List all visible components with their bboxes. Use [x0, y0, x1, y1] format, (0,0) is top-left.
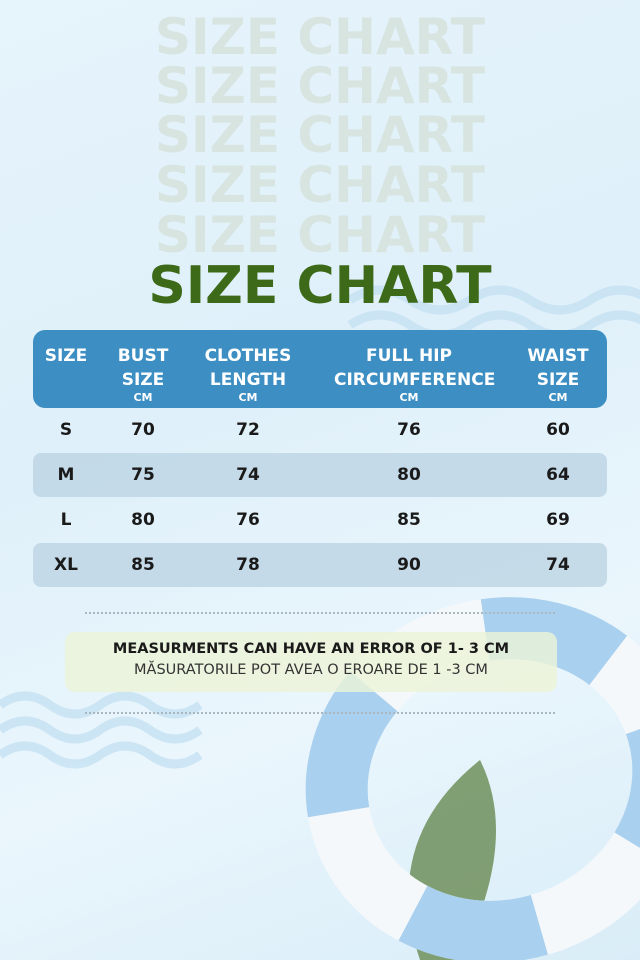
- header-bust: BUST SIZE CM: [117, 346, 169, 404]
- table-cell: 76: [397, 420, 421, 440]
- table-cell: XL: [54, 555, 78, 575]
- table-cell: 60: [546, 420, 570, 440]
- table-cell: 75: [131, 465, 155, 485]
- table-cell: 69: [546, 510, 570, 530]
- divider: [85, 612, 555, 614]
- table-cell: 76: [236, 510, 260, 530]
- table-row: M 75 74 80 64: [33, 453, 607, 497]
- table-row: L 80 76 85 69: [33, 498, 607, 542]
- table-cell: 80: [397, 465, 421, 485]
- table-row: XL 85 78 90 74: [33, 543, 607, 587]
- table-cell: 80: [131, 510, 155, 530]
- table-cell: 78: [236, 555, 260, 575]
- table-cell: S: [59, 420, 73, 440]
- table-cell: 70: [131, 420, 155, 440]
- table-row: S 70 72 76 60: [33, 408, 607, 452]
- table-header: SIZE BUST SIZE CM CLOTHES LENGTH CM FULL H…: [33, 330, 607, 408]
- table-cell: 72: [236, 420, 260, 440]
- ghost-title: SIZE CHART: [154, 206, 486, 264]
- header-waist: WAIST SIZE CM: [527, 346, 589, 404]
- table-cell: 90: [397, 555, 421, 575]
- size-table: SIZE BUST SIZE CM CLOTHES LENGTH CM FULL H…: [33, 330, 607, 587]
- note-english: MEASURMENTS CAN HAVE AN ERROR OF 1- 3 CM: [112, 641, 510, 657]
- header-length: CLOTHES LENGTH CM: [204, 346, 292, 404]
- table-cell: 74: [546, 555, 570, 575]
- ghost-title: SIZE CHART: [154, 156, 486, 214]
- page-title: SIZE CHART: [148, 256, 492, 316]
- measurement-note: MEASURMENTS CAN HAVE AN ERROR OF 1- 3 CM…: [65, 632, 557, 692]
- header-size: SIZE: [44, 346, 88, 366]
- table-cell: 74: [236, 465, 260, 485]
- note-romanian: MĂSURATORILE POT AVEA O EROARE DE 1 -3 C…: [134, 662, 488, 678]
- table-cell: 85: [131, 555, 155, 575]
- table-cell: L: [60, 510, 72, 530]
- table-cell: 64: [546, 465, 570, 485]
- table-cell: M: [57, 465, 75, 485]
- ghost-title: SIZE CHART: [154, 8, 486, 66]
- table-cell: 85: [397, 510, 421, 530]
- ghost-title: SIZE CHART: [154, 106, 486, 164]
- header-hip: FULL HIP CIRCUMFERENCE CM: [334, 346, 496, 404]
- divider: [85, 712, 555, 714]
- ghost-title: SIZE CHART: [154, 57, 486, 115]
